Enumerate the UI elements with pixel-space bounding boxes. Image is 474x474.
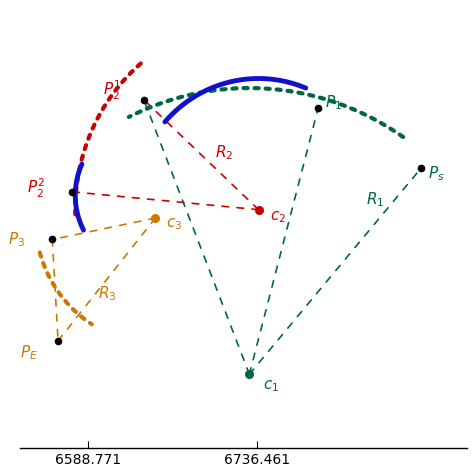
Text: $R_1$: $R_1$ — [366, 191, 384, 210]
Text: $P_E$: $P_E$ — [19, 344, 37, 362]
Text: $R_2$: $R_2$ — [215, 143, 233, 162]
Text: $P_s$: $P_s$ — [428, 164, 445, 183]
Text: $c_3$: $c_3$ — [166, 216, 182, 232]
Text: $P_1$: $P_1$ — [325, 93, 342, 112]
Text: $c_2$: $c_2$ — [270, 209, 286, 225]
Text: $R_3$: $R_3$ — [98, 284, 117, 302]
Text: $P_2^2$: $P_2^2$ — [27, 177, 46, 200]
Text: $P_2^1$: $P_2^1$ — [103, 79, 121, 102]
Text: $P_3$: $P_3$ — [8, 230, 25, 249]
Text: $c_1$: $c_1$ — [263, 378, 279, 394]
